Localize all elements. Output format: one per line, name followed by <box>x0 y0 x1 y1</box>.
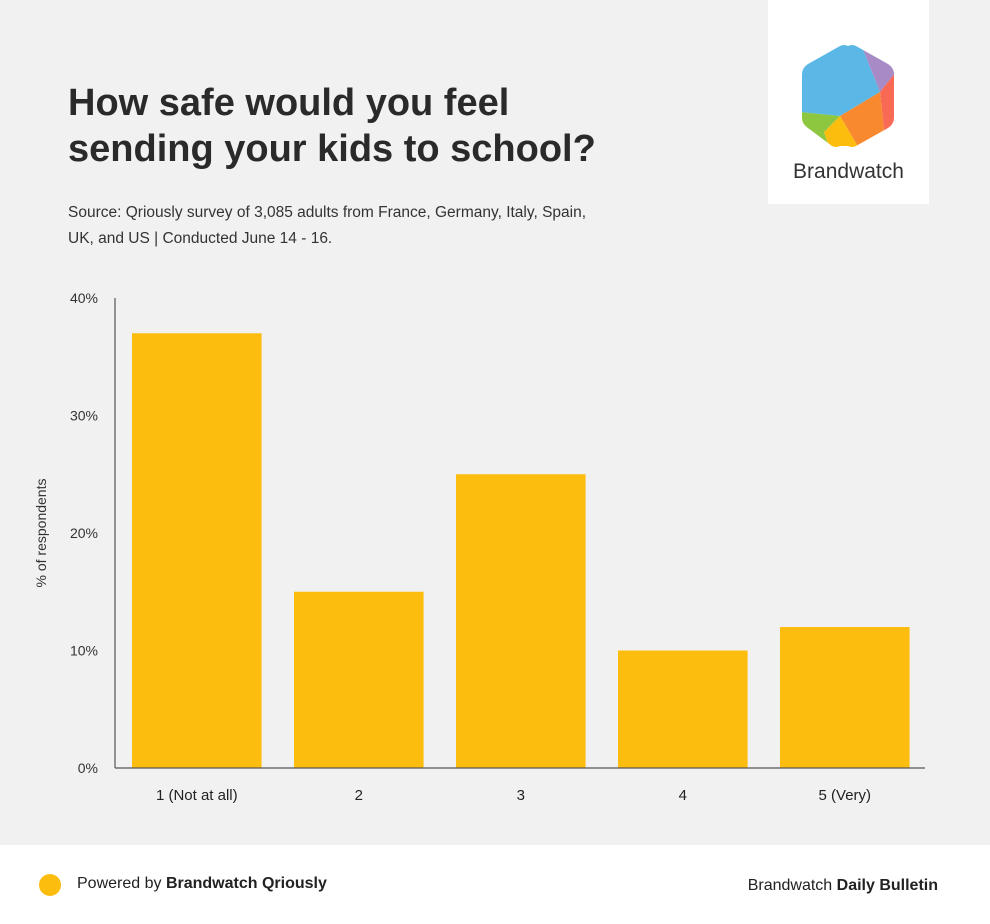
logo-segment-yellow <box>824 116 860 147</box>
x-tick-label-4: 4 <box>679 787 687 804</box>
brandwatch-logo-text: Brandwatch <box>793 160 904 183</box>
logo-segment-orange <box>840 92 886 147</box>
bar-chart: 1 (Not at all) 2 3 4 5 (Very) 0% 10% 20% 30% 40%%… <box>33 290 925 804</box>
title-line-2: sending your kids to school? <box>68 128 596 170</box>
y-axis-label: % of respondents <box>33 479 49 588</box>
x-tick-label-2: 2 <box>355 787 363 804</box>
daily-bulletin-brand: Daily Bulletin <box>836 877 938 894</box>
bar-2 <box>294 591 424 768</box>
bar-3 <box>456 474 586 768</box>
powered-by-prefix: Powered by <box>77 875 166 892</box>
source-line-1: Source: Qriously survey of 3,085 adults … <box>68 204 587 221</box>
daily-bulletin-prefix: Brandwatch <box>747 877 837 894</box>
bar-1 <box>132 333 262 768</box>
x-tick-label-5: 5 (Very) <box>819 787 872 804</box>
source-note: Source: Qriously survey of 3,085 adults … <box>68 200 628 252</box>
footer-dot-icon <box>39 874 61 896</box>
powered-by-text: Powered by Brandwatch Qriously <box>77 875 327 893</box>
bar-4 <box>618 650 748 768</box>
brandwatch-logo-card: Brandwatch <box>768 0 929 204</box>
x-tick-label-1: 1 (Not at all) <box>156 787 238 804</box>
source-line-2: UK, and US | Conducted June 14 - 16. <box>68 230 333 247</box>
y-tick-label-10: 10% <box>70 643 98 659</box>
brandwatch-hexagon-icon <box>802 45 894 147</box>
powered-by-brand: Brandwatch Qriously <box>165 875 327 892</box>
daily-bulletin-text: Brandwatch Daily Bulletin <box>748 877 938 895</box>
y-tick-label-40: 40% <box>70 290 98 306</box>
bar-5 <box>780 627 910 768</box>
logo-segment-blue <box>802 45 880 116</box>
page-title: How safe would you feel sending your kid… <box>68 80 688 172</box>
y-tick-label-20: 20% <box>70 525 98 541</box>
y-tick-label-0: 0% <box>78 760 98 776</box>
x-tick-label-3: 3 <box>517 787 525 804</box>
title-line-1: How safe would you feel <box>68 82 510 124</box>
y-tick-label-30: 30% <box>70 408 98 424</box>
